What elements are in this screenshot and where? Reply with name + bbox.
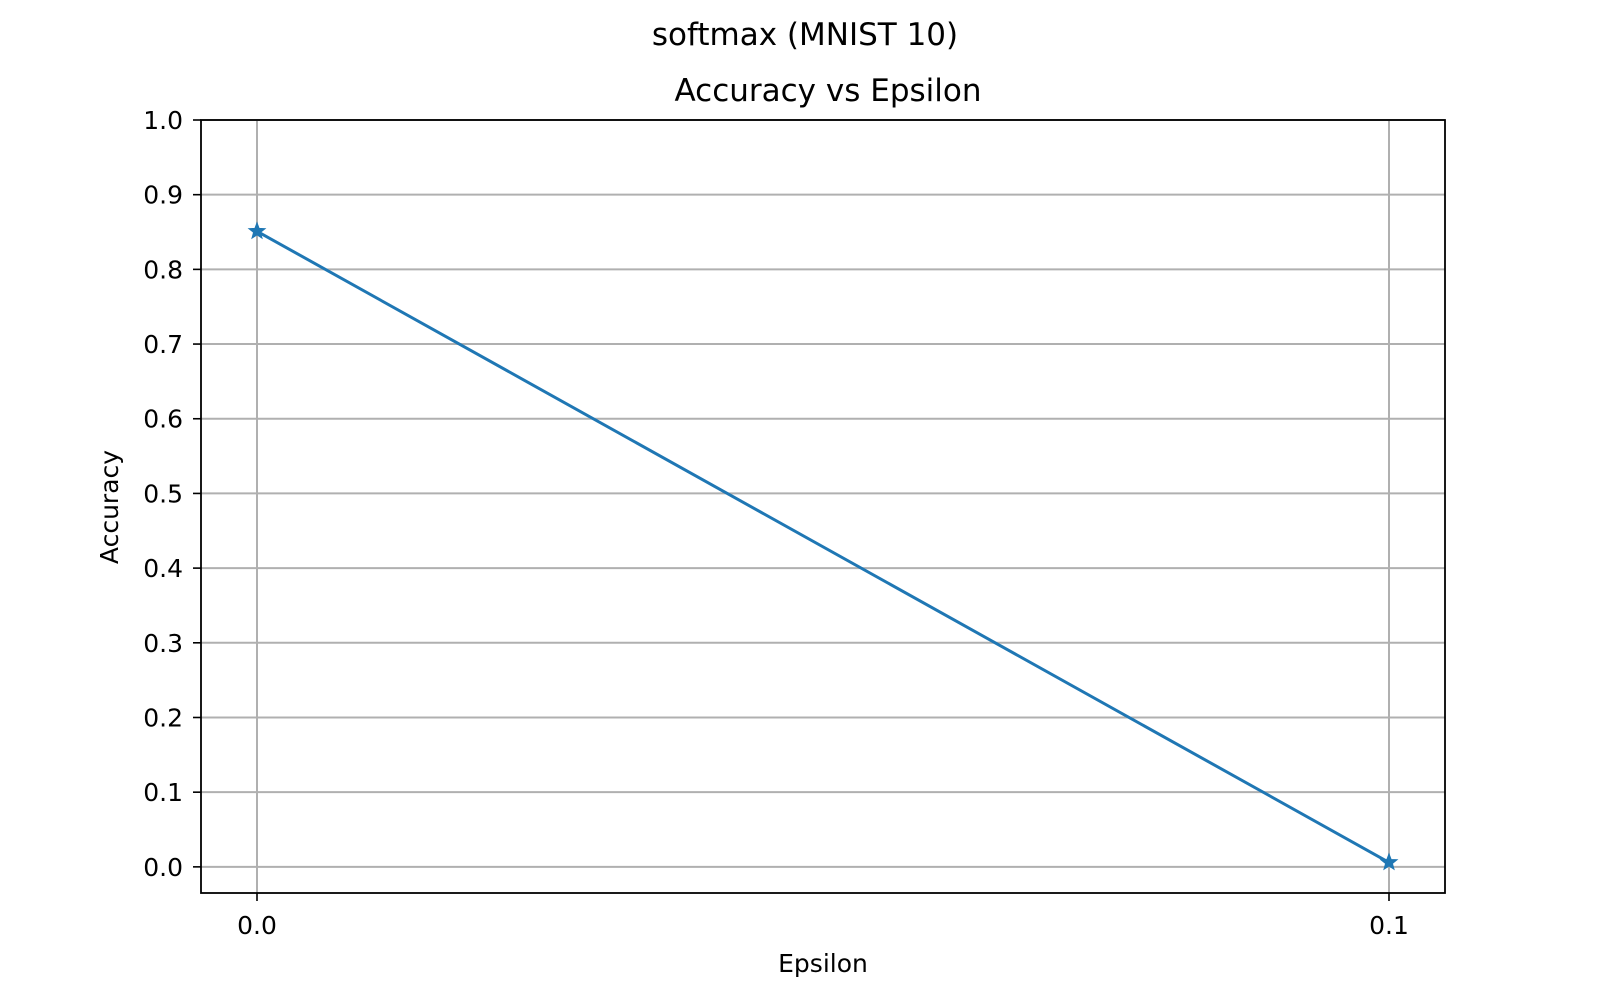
y-axis-label: Accuracy: [95, 450, 124, 564]
grid-lines: [201, 119, 1445, 893]
y-tick-label: 0.7: [143, 330, 183, 359]
y-tick-label: 0.9: [143, 181, 183, 210]
y-tick-label: 0.2: [143, 703, 183, 732]
y-tick-label: 0.5: [143, 479, 183, 508]
x-tick-label: 0.1: [1369, 911, 1409, 940]
y-tick-label: 1.0: [143, 106, 183, 135]
data-point-star: [247, 221, 267, 240]
y-tick-label: 0.8: [143, 255, 183, 284]
y-tick-label: 0.1: [143, 778, 183, 807]
y-tick-label: 0.0: [143, 853, 183, 882]
data-point-star: [1379, 852, 1399, 871]
series-line: [255, 229, 1391, 864]
x-axis-label: Epsilon: [778, 949, 868, 978]
axis-ticks: 0.0 0.1 0.2 0.3 0.4 0.5 0.6 0.7 0.8 0.9 1.0 0.0 0.1: [143, 106, 1409, 940]
y-tick-label: 0.3: [143, 629, 183, 658]
y-tick-label: 0.6: [143, 405, 183, 434]
series-layer: [247, 221, 1399, 871]
axes-frame: [200, 119, 1446, 894]
chart-title: Accuracy vs Epsilon: [675, 73, 982, 109]
figure-suptitle: softmax (MNIST 10): [652, 17, 958, 53]
x-tick-label: 0.0: [237, 911, 277, 940]
y-tick-label: 0.4: [143, 554, 183, 583]
